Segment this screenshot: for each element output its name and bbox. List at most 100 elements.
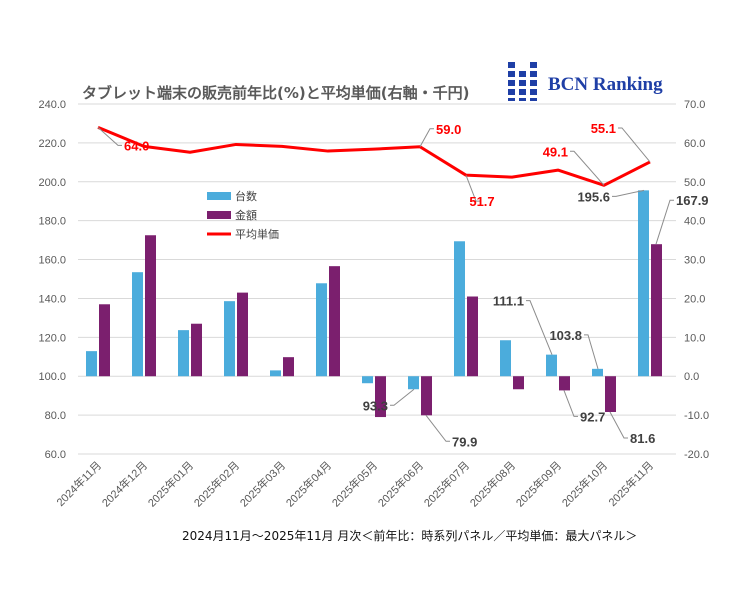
data-label: 49.1: [543, 144, 568, 159]
bar-amount: [329, 266, 340, 377]
legend-label: 金額: [235, 208, 257, 222]
x-tick: 2024年12月: [99, 458, 150, 509]
legend-swatch: [207, 211, 231, 219]
line-avg-price: [97, 125, 651, 187]
bar-units: [178, 330, 189, 377]
y-right-tick: -20.0: [684, 449, 709, 461]
logo-square: [530, 98, 537, 101]
x-tick: 2025年11月: [605, 458, 656, 509]
x-tick: 2025年09月: [513, 458, 564, 509]
bar-units: [546, 354, 557, 377]
bar-units: [362, 376, 373, 384]
logo-square: [530, 62, 537, 68]
y-left-tick: 140.0: [38, 293, 66, 305]
x-tick: 2024年11月: [53, 458, 104, 509]
leader-line: [390, 388, 415, 406]
y-left-tick: 80.0: [45, 410, 66, 422]
bar-units: [132, 272, 143, 377]
leader-line: [526, 300, 553, 355]
x-tick: 2025年06月: [375, 458, 426, 509]
y-right-tick: 0.0: [684, 371, 699, 383]
leader-line: [655, 199, 674, 245]
y-left-tick: 180.0: [38, 216, 66, 228]
y-right-tick: 40.0: [684, 216, 705, 228]
logo-square: [530, 80, 537, 86]
y-left-tick: 60.0: [45, 449, 66, 461]
y-right-tick: 60.0: [684, 138, 705, 150]
bar-amount: [375, 376, 386, 418]
leader-line: [419, 128, 434, 148]
x-tick: 2025年01月: [145, 458, 196, 509]
logo-square: [508, 71, 515, 77]
data-label: 103.8: [549, 328, 582, 343]
y-left-tick: 120.0: [38, 332, 66, 344]
x-tick: 2025年07月: [421, 458, 472, 509]
y-left-tick: 160.0: [38, 255, 66, 267]
y-right-tick: 10.0: [684, 332, 705, 344]
legend-swatch: [207, 192, 231, 200]
leader-line: [584, 334, 599, 369]
x-tick: 2025年02月: [191, 458, 242, 509]
y-left-tick: 100.0: [38, 371, 66, 383]
y-right-tick: 70.0: [684, 99, 705, 111]
leader-line: [612, 189, 645, 197]
data-label: 55.1: [591, 121, 616, 136]
chart-caption: 2024月11月～2025年11月 月次＜前年比：時系列パネル／平均単価：最大パ…: [182, 528, 637, 543]
leader-line: [609, 411, 628, 439]
data-label: 79.9: [452, 434, 477, 449]
data-label: 195.6: [577, 189, 610, 204]
data-label: 81.6: [630, 431, 655, 446]
bar-amount: [651, 244, 662, 377]
legend-label: 台数: [235, 189, 257, 203]
bcn-logo: [508, 62, 537, 101]
data-label: 93.3: [363, 398, 388, 413]
bar-amount: [191, 323, 202, 377]
y-right-tick: 50.0: [684, 177, 705, 189]
x-tick: 2025年04月: [283, 458, 334, 509]
data-label: 51.7: [469, 194, 494, 209]
y-right-tick: 20.0: [684, 293, 705, 305]
bar-amount: [283, 357, 294, 377]
bar-units: [500, 340, 511, 377]
bar-amount: [467, 296, 478, 377]
y-right-tick: 30.0: [684, 255, 705, 267]
bar-amount: [99, 304, 110, 377]
logo-square: [508, 80, 515, 86]
y-left-tick: 240.0: [38, 99, 66, 111]
logo-square: [530, 71, 537, 77]
leader-line: [563, 390, 578, 417]
bar-units: [86, 351, 97, 377]
leader-line: [465, 174, 480, 202]
bar-units: [638, 190, 649, 377]
logo-square: [508, 89, 515, 95]
data-label: 59.0: [436, 122, 461, 137]
leader-line: [618, 127, 651, 163]
bar-amount: [513, 376, 524, 390]
leader-line: [570, 150, 605, 186]
logo-square: [519, 98, 526, 101]
logo-square: [508, 98, 515, 101]
y-left-tick: 200.0: [38, 177, 66, 189]
data-label: 64.0: [124, 138, 149, 153]
logo-square: [519, 89, 526, 95]
bar-amount: [605, 376, 616, 412]
logo-square: [519, 71, 526, 77]
leader-line: [425, 415, 450, 442]
chart-title: タブレット端末の販売前年比(%)と平均単価(右軸・千円): [82, 84, 469, 102]
x-tick: 2025年10月: [559, 458, 610, 509]
bar-units: [454, 241, 465, 377]
bar-amount: [421, 376, 432, 416]
data-label: 92.7: [580, 409, 605, 424]
y-right-tick: -10.0: [684, 410, 709, 422]
bar-units: [408, 376, 419, 390]
logo-square: [530, 89, 537, 95]
logo-text: BCN Ranking: [548, 74, 663, 95]
bar-amount: [559, 376, 570, 391]
logo-square: [519, 80, 526, 86]
bar-units: [316, 283, 327, 377]
data-label: 111.1: [493, 294, 524, 309]
leader-line: [97, 126, 122, 146]
bar-amount: [237, 292, 248, 377]
x-tick: 2025年08月: [467, 458, 518, 509]
